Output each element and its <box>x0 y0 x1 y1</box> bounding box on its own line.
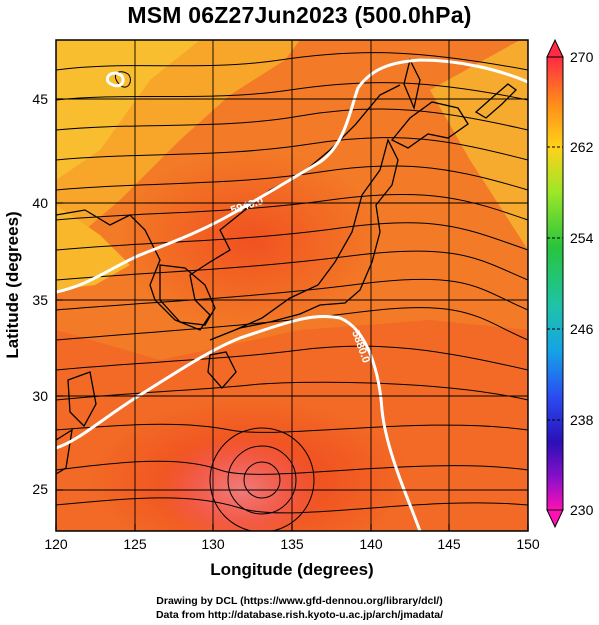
y-tick-label: 35 <box>32 292 48 308</box>
y-tick-label: 45 <box>32 91 48 107</box>
colorbar-max-arrow <box>546 38 564 58</box>
y-tick-label: 40 <box>32 195 48 211</box>
x-tick-labels: 120 125 130 135 140 145 150 <box>44 536 540 552</box>
height-contours <box>56 58 528 531</box>
colorbar-label: 230 <box>570 502 594 518</box>
gridlines <box>56 40 528 531</box>
credit-data: Data from http://database.rish.kyoto-u.a… <box>155 609 444 621</box>
x-tick-label: 120 <box>44 536 68 552</box>
x-tick-label: 125 <box>123 536 147 552</box>
chart-title: MSM 06Z27Jun2023 (500.0hPa) <box>127 2 472 28</box>
x-tick-label: 145 <box>437 536 461 552</box>
streamlines <box>56 52 528 531</box>
tick-marks <box>55 98 529 531</box>
colorbar: 270 262 254 246 238 230 <box>546 38 594 529</box>
colorbar-scale <box>546 56 564 511</box>
colorbar-label: 246 <box>570 321 594 337</box>
y-axis-title: Latitude (degrees) <box>3 211 22 358</box>
y-tick-label: 25 <box>32 481 48 497</box>
colorbar-min-arrow <box>546 509 564 529</box>
x-tick-label: 150 <box>516 536 540 552</box>
y-tick-labels: 25 30 35 40 45 <box>32 91 48 497</box>
y-tick-label: 30 <box>32 388 48 404</box>
x-axis-title: Longitude (degrees) <box>210 560 373 579</box>
colorbar-label: 254 <box>570 230 594 246</box>
x-tick-label: 135 <box>280 536 304 552</box>
x-tick-label: 130 <box>201 536 225 552</box>
x-tick-label: 140 <box>359 536 383 552</box>
credits: Drawing by DCL (https://www.gfd-dennou.o… <box>0 594 599 622</box>
colorbar-label: 270 <box>570 49 594 65</box>
credit-drawing: Drawing by DCL (https://www.gfd-dennou.o… <box>156 595 443 607</box>
colorbar-label: 262 <box>570 139 594 155</box>
colorbar-label: 238 <box>570 412 594 428</box>
